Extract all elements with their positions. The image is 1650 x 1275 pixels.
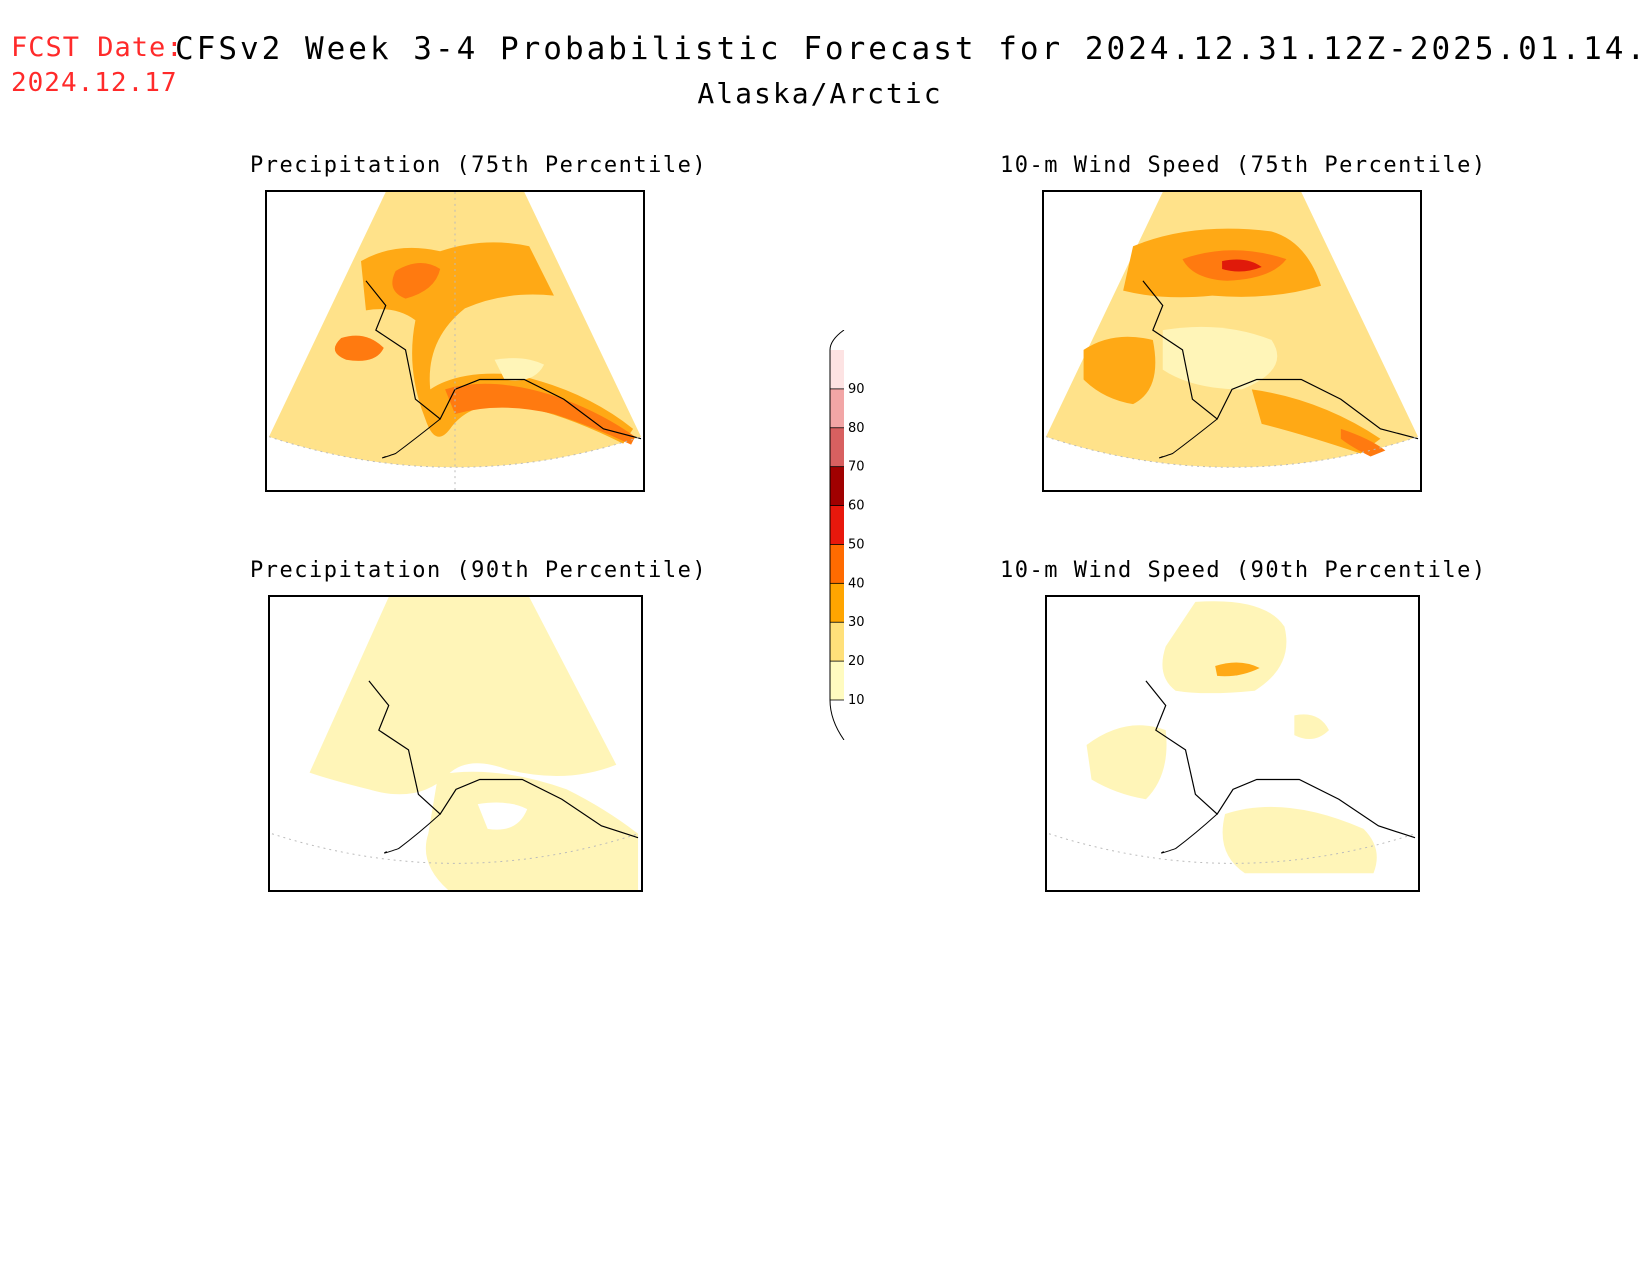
colorbar-tick-label: 10 — [848, 693, 865, 708]
latitude-gridline — [268, 436, 642, 468]
colorbar-swatch — [830, 388, 844, 428]
forecast-fill-low — [1222, 806, 1377, 874]
colorbar-tick-label: 40 — [848, 576, 865, 591]
forecast-fill-mid — [361, 242, 634, 444]
panel-title-wind-75: 10-m Wind Speed (75th Percentile) — [1000, 153, 1487, 178]
colorbar-tick-label: 50 — [848, 537, 865, 552]
colorbar-swatch — [830, 350, 844, 389]
latitude-gridline — [1048, 833, 1416, 864]
coastline — [384, 813, 441, 854]
coastline — [1142, 280, 1419, 440]
coastline — [368, 680, 639, 839]
colorbar-tail-top — [829, 329, 845, 351]
colorbar-swatch — [830, 427, 844, 467]
coastline — [1161, 813, 1218, 854]
forecast-fill-low — [1162, 601, 1287, 694]
map-wind-75 — [1042, 190, 1422, 492]
colorbar-tick-label: 60 — [848, 499, 865, 514]
colorbar-tick-label: 90 — [848, 382, 865, 397]
colorbar-tick-label: 70 — [848, 460, 865, 475]
coastline — [1158, 418, 1218, 459]
colorbar-tick-label: 30 — [848, 615, 865, 630]
forecast-fill-high — [392, 263, 441, 299]
colorbar-swatch — [830, 622, 844, 662]
panel-title-wind-90: 10-m Wind Speed (90th Percentile) — [1000, 558, 1487, 583]
colorbar-swatch — [830, 661, 844, 700]
page-title: CFSv2 Week 3-4 Probabilistic Forecast fo… — [175, 31, 1650, 67]
forecast-fill-low — [425, 771, 639, 890]
forecast-fill-peak — [1222, 259, 1262, 272]
coastline — [1145, 680, 1416, 839]
map-precip-75 — [265, 190, 645, 492]
coastline — [381, 418, 441, 459]
colorbar-swatch — [830, 583, 844, 623]
latitude-gridline — [271, 833, 639, 864]
coastline — [365, 280, 642, 440]
forecast-fill-low — [1162, 326, 1278, 390]
fcst-date-value: 2024.12.17 — [11, 68, 178, 98]
forecast-fill-low — [1086, 725, 1167, 800]
forecast-fill-low — [309, 597, 617, 795]
forecast-fill-mid — [1215, 662, 1260, 677]
forecast-fill-none — [477, 802, 528, 830]
map-wind-90 — [1045, 595, 1420, 892]
forecast-fill-high — [445, 383, 636, 445]
forecast-fill-mid — [1083, 336, 1156, 405]
colorbar-tail-bottom — [829, 699, 845, 741]
colorbar-tick-label: 80 — [848, 421, 865, 436]
colorbar-tick-label: 20 — [848, 654, 865, 669]
colorbar-swatch — [830, 505, 844, 545]
panel-title-precip-90: Precipitation (90th Percentile) — [250, 558, 708, 583]
colorbar-swatch — [830, 544, 844, 584]
forecast-fill-low — [494, 358, 545, 381]
colorbar-swatch — [830, 466, 844, 506]
panel-title-precip-75: Precipitation (75th Percentile) — [250, 153, 708, 178]
latitude-gridline — [1045, 436, 1419, 468]
forecast-fill-low — [1294, 714, 1329, 740]
fcst-date-label: FCST Date: — [11, 32, 184, 63]
region-subtitle: Alaska/Arctic — [697, 77, 943, 110]
forecast-fill-high — [334, 335, 384, 361]
map-precip-90 — [268, 595, 643, 892]
colorbar-legend: 10 20 30 40 50 60 70 80 90 — [820, 329, 880, 741]
